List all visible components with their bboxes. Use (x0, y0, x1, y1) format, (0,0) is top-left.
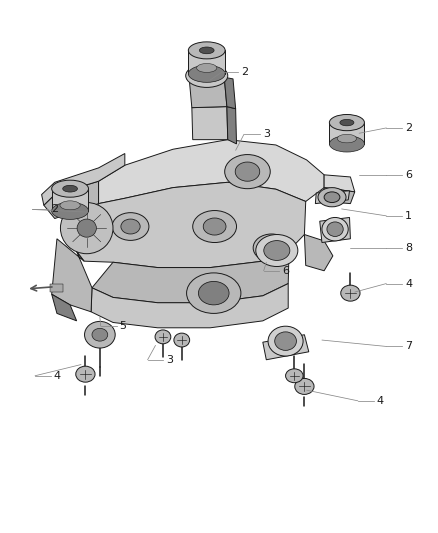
Ellipse shape (264, 240, 290, 261)
Text: 1: 1 (405, 211, 412, 221)
Polygon shape (224, 77, 236, 109)
Ellipse shape (225, 155, 270, 189)
Polygon shape (304, 235, 333, 271)
Ellipse shape (203, 218, 226, 235)
Text: 7: 7 (405, 342, 412, 351)
Polygon shape (315, 191, 350, 204)
Ellipse shape (329, 136, 364, 152)
Ellipse shape (60, 203, 113, 254)
Polygon shape (324, 188, 355, 204)
Ellipse shape (295, 378, 314, 394)
Ellipse shape (187, 273, 241, 313)
Ellipse shape (174, 333, 190, 347)
Text: 4: 4 (405, 279, 412, 288)
Ellipse shape (262, 240, 281, 255)
Polygon shape (92, 251, 289, 303)
Polygon shape (329, 123, 364, 144)
Ellipse shape (52, 180, 88, 197)
Ellipse shape (329, 115, 364, 131)
Text: 4: 4 (377, 396, 384, 406)
Polygon shape (320, 217, 350, 243)
Text: 2: 2 (51, 205, 58, 214)
Ellipse shape (188, 42, 225, 59)
Ellipse shape (286, 369, 303, 383)
Polygon shape (44, 181, 99, 219)
Ellipse shape (275, 332, 297, 350)
Ellipse shape (121, 219, 140, 234)
Text: 3: 3 (263, 130, 270, 139)
Ellipse shape (341, 285, 360, 301)
Polygon shape (227, 107, 237, 144)
Text: 8: 8 (405, 243, 412, 253)
Ellipse shape (188, 66, 225, 82)
Polygon shape (99, 140, 324, 204)
Ellipse shape (112, 213, 149, 240)
Polygon shape (52, 294, 77, 321)
Ellipse shape (235, 162, 260, 181)
Ellipse shape (198, 281, 229, 305)
Text: 6: 6 (283, 266, 290, 276)
Ellipse shape (76, 366, 95, 382)
Text: 2: 2 (405, 123, 412, 133)
Text: 5: 5 (120, 321, 127, 331)
Polygon shape (52, 239, 92, 312)
Ellipse shape (256, 235, 298, 266)
Ellipse shape (155, 330, 171, 344)
Polygon shape (188, 51, 225, 74)
Ellipse shape (77, 219, 96, 237)
Ellipse shape (199, 47, 214, 54)
Ellipse shape (193, 211, 237, 243)
Polygon shape (189, 77, 227, 108)
Ellipse shape (92, 328, 108, 341)
Ellipse shape (318, 188, 346, 207)
Ellipse shape (63, 185, 78, 192)
Ellipse shape (324, 192, 340, 203)
Bar (50, 284, 63, 292)
Ellipse shape (322, 217, 348, 241)
Polygon shape (263, 335, 309, 360)
Ellipse shape (197, 63, 217, 72)
Ellipse shape (186, 64, 228, 87)
Ellipse shape (340, 119, 354, 126)
Polygon shape (77, 182, 306, 268)
Text: 2: 2 (241, 67, 248, 77)
Ellipse shape (60, 201, 80, 210)
Polygon shape (192, 107, 228, 140)
Polygon shape (91, 284, 288, 328)
Ellipse shape (253, 234, 290, 262)
Text: 4: 4 (54, 371, 61, 381)
Ellipse shape (327, 222, 343, 237)
Text: 6: 6 (405, 170, 412, 180)
Polygon shape (42, 154, 125, 205)
Polygon shape (324, 175, 355, 192)
Ellipse shape (85, 321, 115, 348)
Text: 3: 3 (166, 355, 173, 365)
Ellipse shape (268, 326, 303, 356)
Polygon shape (52, 189, 88, 211)
Ellipse shape (52, 203, 88, 220)
Ellipse shape (337, 134, 357, 143)
